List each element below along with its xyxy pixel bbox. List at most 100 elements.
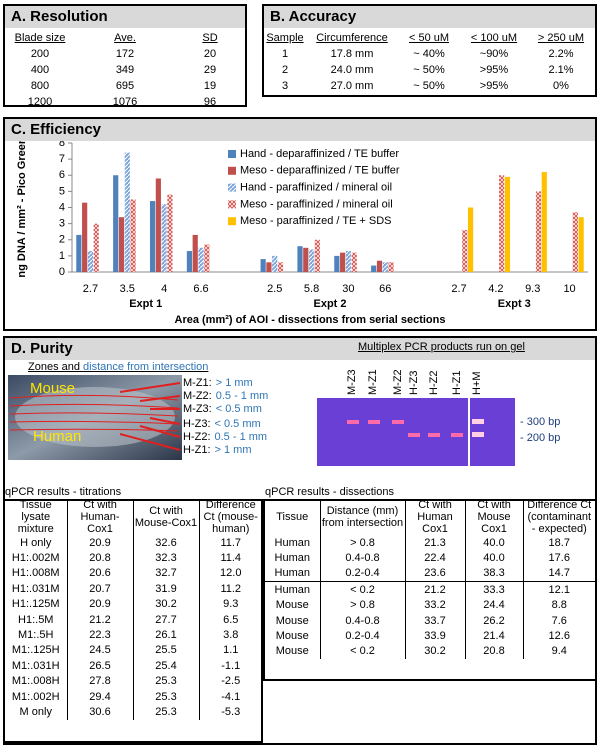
table-cell: 20.7: [67, 581, 134, 597]
header-row: Tissue lysate mixture Ct with Human-Cox1 C…: [5, 499, 262, 535]
panel-title: A. Resolution: [5, 6, 245, 28]
table-cell: -1.1: [221, 659, 241, 672]
table-cell: Mouse: [265, 643, 321, 660]
table-cell: Mouse: [265, 628, 321, 644]
table-cell: >95%: [479, 80, 509, 92]
table-cell: 21.2: [67, 611, 134, 628]
x-tick-label: 6.6: [193, 283, 208, 295]
bar: [272, 255, 278, 272]
table-row: Human < 0.2 21.2 33.3 12.1: [265, 581, 595, 598]
table-cell: 29: [203, 64, 217, 76]
table-cell: 6.5: [223, 613, 239, 626]
table-header: Ct with Mouse-Cox1: [133, 499, 200, 535]
table-row: M1:.008H 27.8 25.3 -2.5: [5, 673, 262, 689]
table-cell: < 0.2: [320, 643, 406, 660]
table-cell: 20.6: [67, 565, 134, 582]
table-cell: 32.7: [133, 565, 200, 582]
table-cell: ~90%: [479, 48, 509, 60]
table-cell: >95%: [479, 64, 509, 76]
table-row: Mouse 0.4-0.8 33.7 26.2 7.6: [265, 612, 595, 629]
panel-title: D. Purity: [5, 338, 595, 360]
table-cell: 30.2: [133, 596, 200, 612]
table-cell: 12.6: [548, 630, 570, 643]
x-tick-label: 10: [563, 283, 575, 295]
table-cell: 40.0: [465, 550, 524, 566]
table-cell: 24.5: [67, 642, 134, 659]
zones-heading-text: distance from intersection: [83, 361, 209, 373]
zone-distance: < 0.5 mm: [216, 403, 262, 415]
table-row: 800 695 19: [5, 78, 245, 94]
table-cell: 0.4-0.8: [320, 550, 406, 566]
table-row: H1:.5M 21.2 27.7 6.5: [5, 611, 262, 628]
table-cell: Human: [265, 565, 321, 582]
tissue-image: [8, 375, 182, 460]
bar: [87, 251, 94, 272]
zone-distance: 0.5 - 1 mm: [216, 390, 269, 402]
table-cell: 800: [30, 80, 50, 92]
table-cell: Human: [265, 581, 321, 598]
table-cell: 1.1: [223, 644, 239, 657]
table-cell: 24.0 mm: [330, 64, 374, 76]
legend-label: Hand - deparaffinized / TE buffer: [240, 148, 399, 160]
table-cell: 26.2: [465, 612, 524, 629]
table-cell: 25.3: [133, 688, 200, 705]
table-cell: 1200: [27, 96, 53, 108]
table-cell: 25.3: [133, 673, 200, 689]
table-cell: 0%: [553, 80, 569, 92]
table-header: SD: [202, 32, 218, 44]
table-row: H1:.031M 20.7 31.9 11.2: [5, 581, 262, 597]
y-tick-label: 8: [59, 137, 65, 149]
table-cell: 19: [203, 80, 217, 92]
table-cell: 38.3: [465, 565, 524, 582]
table-cell: -2.5: [221, 675, 241, 688]
table-header: Difference Ct (mouse-human): [203, 499, 258, 535]
table-cell: 349: [115, 64, 135, 76]
table-cell: 2.2%: [548, 48, 574, 60]
bar: [204, 244, 210, 272]
table-cell: Human: [265, 535, 321, 551]
table-header: Distance (mm) from intersection: [320, 499, 406, 535]
table-cell: Mouse: [265, 597, 321, 613]
table-cell: 3: [281, 80, 289, 92]
lane-label: H-Z1: [451, 371, 463, 395]
table-cell: 200: [30, 48, 50, 60]
table-header: Ave.: [114, 32, 136, 44]
header-row: Blade size Ave. SD: [5, 30, 245, 46]
table-cell: 21.4: [465, 628, 524, 644]
table-cell: 33.3: [465, 581, 524, 598]
table-cell: 9.3: [223, 598, 239, 611]
zone-name: H-Z1:: [183, 444, 211, 456]
y-tick-label: 2: [59, 234, 65, 246]
bar: [149, 201, 156, 272]
table-cell: 7.6: [551, 614, 567, 627]
bar: [467, 207, 474, 272]
table-cell: 27.7: [133, 611, 200, 628]
table-cell: Human: [265, 550, 321, 566]
bar: [155, 178, 161, 272]
x-axis-title: Area (mm²) of AOI - dissections from ser…: [175, 314, 446, 326]
table-cell: 27.0 mm: [330, 80, 374, 92]
table-cell: H1:.5M: [5, 611, 68, 628]
zone-distance: > 1 mm: [215, 444, 252, 456]
x-tick-label: 2.7: [83, 283, 98, 295]
table-cell: 21.3: [405, 535, 466, 551]
table-cell: 33.7: [405, 612, 466, 629]
table-cell: 32.3: [133, 550, 200, 566]
table-cell: M1:.125H: [5, 642, 68, 659]
legend-swatch: [228, 183, 236, 192]
table-cell: 2.1%: [548, 64, 574, 76]
panel-a: A. Resolution: [3, 4, 247, 107]
table-row: Human 0.4-0.8 22.4 40.0 17.6: [265, 550, 595, 566]
bar: [371, 265, 377, 272]
table-cell: 25.5: [133, 642, 200, 659]
bar: [277, 262, 284, 272]
table-cell: M1:.031H: [5, 658, 68, 674]
legend-swatch: [228, 217, 236, 226]
table-row: H1:.008M 20.6 32.7 12.0: [5, 565, 262, 582]
group-label: Expt 3: [498, 298, 531, 310]
table-row: 400 349 29: [5, 62, 245, 78]
legend-swatch: [228, 166, 236, 175]
table-frame: [3, 499, 263, 743]
table-cell: Mouse: [265, 612, 321, 629]
legend-swatch: [228, 150, 236, 158]
